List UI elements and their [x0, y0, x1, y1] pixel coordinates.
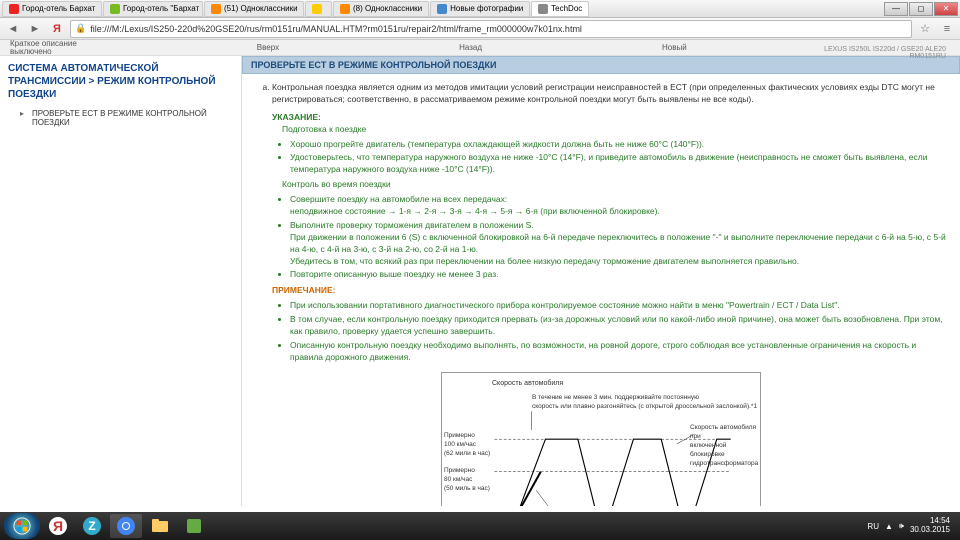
svg-text:Я: Я: [53, 518, 63, 534]
sidebar-item[interactable]: ПРОВЕРЬТЕ ECT В РЕЖИМЕ КОНТРОЛЬНОЙ ПОЕЗД…: [24, 109, 233, 127]
start-button[interactable]: [4, 513, 40, 539]
drive-label: Контроль во время поездки: [282, 179, 946, 191]
browser-navbar: ◄ ► Я 🔒file:///M:/Lexus/IS250-220d%20GSE…: [0, 18, 960, 40]
nav-new[interactable]: Новый: [662, 43, 687, 52]
svg-text:Z: Z: [88, 519, 95, 533]
menu-button[interactable]: ≡: [938, 20, 956, 38]
tray-clock[interactable]: 14:5430.03.2015: [910, 517, 950, 535]
browser-titlebar: Город-отель БархатГород-отель "Бархат(51…: [0, 0, 960, 18]
speed-chart: Скорость автомобиля Примерно 100 км/час …: [441, 372, 761, 506]
forward-button[interactable]: ►: [26, 20, 44, 38]
task-zona-icon[interactable]: Z: [76, 514, 108, 538]
star-button[interactable]: ☆: [916, 20, 934, 38]
doc-toolbar: Краткое описание выключено Вверх Назад Н…: [0, 40, 960, 56]
intro-text: Контрольная поездка является одним из ме…: [272, 82, 946, 106]
list-item: Удостоверьтесь, что температура наружног…: [290, 152, 946, 176]
hint-label: УКАЗАНИЕ:: [272, 112, 946, 124]
taskbar: Я Z RU ▲ 🕪 14:5430.03.2015: [0, 512, 960, 540]
browser-tab[interactable]: (51) Одноклассники: [204, 1, 304, 17]
browser-tab[interactable]: [305, 1, 332, 17]
tab-strip: Город-отель БархатГород-отель "Бархат(51…: [2, 1, 884, 17]
minimize-button[interactable]: —: [884, 2, 908, 16]
list-item: Хорошо прогрейте двигатель (температура …: [290, 139, 946, 151]
task-yandex-icon[interactable]: Я: [42, 514, 74, 538]
task-chrome-icon[interactable]: [110, 514, 142, 538]
tray-network-icon[interactable]: 🕪: [899, 521, 904, 531]
prep-list: Хорошо прогрейте двигатель (температура …: [272, 139, 946, 177]
yandex-button[interactable]: Я: [48, 20, 66, 38]
nav-back[interactable]: Назад: [459, 43, 482, 52]
list-item: Выполните проверку торможения двигателем…: [290, 220, 946, 268]
note-label: ПРИМЕЧАНИЕ:: [272, 285, 946, 297]
sidebar: СИСТЕМА АВТОМАТИЧЕСКОЙ ТРАНСМИССИИ > РЕЖ…: [0, 56, 242, 506]
browser-tab[interactable]: Новые фотографии: [430, 1, 530, 17]
system-tray: RU ▲ 🕪 14:5430.03.2015: [867, 517, 956, 535]
list-item: При использовании портативного диагности…: [290, 300, 946, 312]
task-app-icon[interactable]: [178, 514, 210, 538]
back-button[interactable]: ◄: [4, 20, 22, 38]
list-item: В том случае, если контрольную поездку п…: [290, 314, 946, 338]
maximize-button[interactable]: ◻: [909, 2, 933, 16]
browser-tab[interactable]: (8) Одноклассники: [333, 1, 429, 17]
drive-list: Совершите поездку на автомобиле на всех …: [272, 194, 946, 281]
note-list: При использовании портативного диагности…: [272, 300, 946, 363]
tray-flag-icon[interactable]: ▲: [885, 522, 893, 531]
list-item: Описанную контрольную поездку необходимо…: [290, 340, 946, 364]
close-button[interactable]: ✕: [934, 2, 958, 16]
nav-up[interactable]: Вверх: [257, 43, 279, 52]
url-text: file:///M:/Lexus/IS250-220d%20GSE20/rus/…: [90, 24, 582, 34]
tray-lang[interactable]: RU: [867, 522, 879, 531]
prep-label: Подготовка к поездке: [282, 124, 946, 136]
browser-tab[interactable]: Город-отель Бархат: [2, 1, 102, 17]
list-item: Повторите описанную выше поездку не мене…: [290, 269, 946, 281]
browser-tab[interactable]: TechDoc: [531, 1, 589, 17]
brief-toggle[interactable]: Краткое описание выключено: [10, 40, 77, 56]
model-info: LEXUS IS250L IS220d / GSE20 ALE20RM0151R…: [824, 46, 946, 60]
sidebar-title: СИСТЕМА АВТОМАТИЧЕСКОЙ ТРАНСМИССИИ > РЕЖ…: [8, 62, 233, 101]
browser-tab[interactable]: Город-отель "Бархат: [103, 1, 203, 17]
main-content: ПРОВЕРЬТЕ ECT В РЕЖИМЕ КОНТРОЛЬНОЙ ПОЕЗД…: [242, 56, 960, 506]
url-bar[interactable]: 🔒file:///M:/Lexus/IS250-220d%20GSE20/rus…: [70, 20, 912, 38]
task-explorer-icon[interactable]: [144, 514, 176, 538]
window-controls: — ◻ ✕: [884, 2, 958, 16]
list-item: Совершите поездку на автомобиле на всех …: [290, 194, 946, 218]
